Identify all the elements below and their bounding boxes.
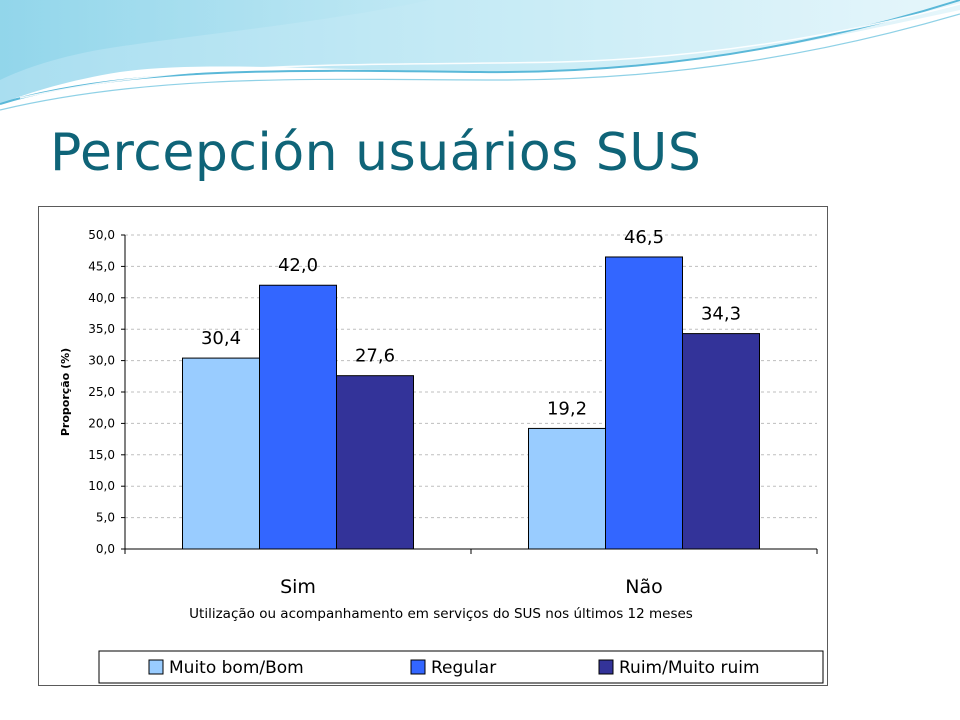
legend-box xyxy=(98,650,824,684)
bar xyxy=(259,284,337,550)
legend-swatch xyxy=(598,659,614,675)
bar xyxy=(682,333,760,550)
bar-chart: 0,0 5,0 10,0 15,0 20,0 25,0 30,0 35,0 40,0 45,0 50… xyxy=(59,227,824,684)
bar xyxy=(528,427,606,550)
bar xyxy=(182,357,260,550)
chart-frame: 0,0 5,0 10,0 15,0 20,0 25,0 30,0 35,0 40,0 45,0 50… xyxy=(38,206,828,686)
y-axis-title: Proporção (%) xyxy=(59,348,72,436)
y-tick-label: 50,0 xyxy=(88,228,115,242)
legend-swatch xyxy=(410,659,426,675)
bar xyxy=(605,256,683,550)
slide-title: Percepción usuários SUS xyxy=(50,123,702,183)
data-label: 42,0 xyxy=(278,255,318,276)
legend-label: Muito bom/Bom xyxy=(169,658,304,678)
y-tick-label: 5,0 xyxy=(96,511,115,525)
y-tick-label: 10,0 xyxy=(88,479,115,493)
bar xyxy=(336,375,414,550)
data-label: 34,3 xyxy=(701,304,741,325)
data-label: 27,6 xyxy=(355,346,395,367)
legend-label: Regular xyxy=(431,658,496,678)
y-tick-label: 20,0 xyxy=(88,416,115,430)
y-tick-label: 25,0 xyxy=(88,385,115,399)
slide-header-wave xyxy=(0,0,960,111)
x-tick-label: Sim xyxy=(280,576,316,598)
y-tick-label: 0,0 xyxy=(96,542,115,556)
data-label: 19,2 xyxy=(547,398,587,419)
y-tick-label: 45,0 xyxy=(88,259,115,273)
legend-swatch xyxy=(148,659,164,675)
x-tick-label: Não xyxy=(625,576,662,598)
y-tick-label: 15,0 xyxy=(88,448,115,462)
y-tick-label: 35,0 xyxy=(88,322,115,336)
x-axis-title: Utilização ou acompanhamento em serviços… xyxy=(189,606,693,622)
y-tick-label: 40,0 xyxy=(88,291,115,305)
legend-label: Ruim/Muito ruim xyxy=(619,658,760,678)
data-label: 46,5 xyxy=(624,227,664,248)
y-tick-label: 30,0 xyxy=(88,354,115,368)
data-label: 30,4 xyxy=(201,328,241,349)
